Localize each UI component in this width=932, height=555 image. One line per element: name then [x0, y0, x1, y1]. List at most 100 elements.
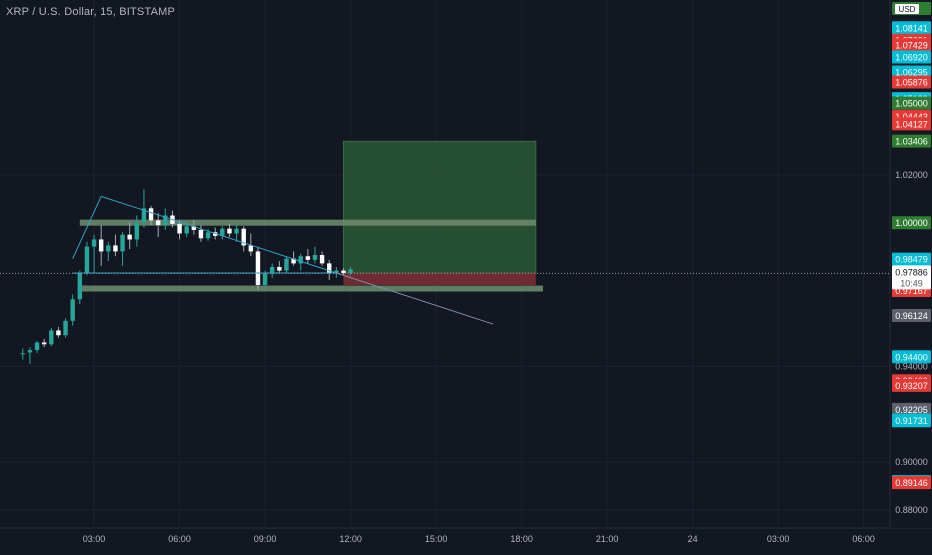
price-label[interactable]: 1.03406	[892, 134, 931, 148]
candle-body	[177, 223, 182, 234]
candle	[198, 225, 204, 242]
candle-body	[77, 272, 83, 300]
candle-body	[27, 350, 33, 353]
candle	[326, 259, 332, 281]
time-axis[interactable]: 03:00 06:00 09:00 12:00 15:00 18:00 21:00 24 03:…	[83, 534, 932, 544]
candle-body	[305, 256, 311, 260]
price-label-background	[892, 350, 931, 364]
candle-body	[184, 226, 189, 234]
candle-body	[113, 245, 118, 252]
price-label-background	[892, 216, 931, 230]
price-label[interactable]: 0.91731	[892, 414, 931, 428]
price-label-text: 0.97167	[895, 286, 928, 296]
price-label-text: 1.07429	[895, 40, 928, 50]
candle	[155, 213, 161, 238]
price-label[interactable]: 1.06295	[892, 65, 931, 79]
trendline[interactable]	[72, 196, 102, 259]
candle	[269, 263, 275, 278]
candle	[20, 348, 26, 360]
price-label-background	[892, 38, 931, 52]
candle	[84, 241, 90, 276]
price-label[interactable]: 1.04127	[892, 117, 931, 131]
price-label-text: 1.05876	[895, 77, 928, 87]
candle	[120, 232, 125, 266]
horizontal-zone[interactable]	[79, 285, 543, 292]
candle	[113, 234, 118, 257]
candle-body	[198, 229, 204, 239]
candle-body	[120, 234, 125, 252]
price-label-text: 0.91731	[895, 416, 928, 426]
price-label[interactable]: 1.00000	[892, 216, 931, 230]
stop-loss-zone[interactable]	[343, 272, 536, 285]
price-label-text: 1.06920	[895, 52, 928, 62]
price-label[interactable]: 0.89146	[892, 476, 931, 490]
candle	[77, 270, 83, 305]
candle-body	[141, 208, 147, 223]
price-label-text: 1.04443	[895, 112, 928, 122]
time-tick-label: 09:00	[254, 534, 277, 544]
price-label[interactable]: 0.92205	[892, 402, 931, 416]
price-label[interactable]: 1.07429	[892, 38, 931, 52]
candle	[305, 249, 311, 264]
horizontal-zone[interactable]	[79, 219, 536, 226]
price-label[interactable]: 1.05000	[892, 96, 931, 110]
time-tick-label: 03:00	[767, 534, 790, 544]
candle-body	[56, 330, 61, 336]
trendline[interactable]	[101, 195, 337, 274]
candle	[319, 251, 325, 266]
candle-body	[205, 232, 211, 239]
time-tick-label: 06:00	[168, 534, 191, 544]
price-label-background	[892, 96, 931, 110]
time-tick-label: 06:00	[852, 534, 875, 544]
candle-body	[106, 245, 111, 252]
price-label[interactable]: 1.05876	[892, 75, 931, 89]
price-label[interactable]: 1.08141	[892, 21, 931, 35]
time-tick-label: 24	[688, 534, 698, 544]
candle-body	[127, 234, 132, 240]
price-label[interactable]: 1.06920	[892, 50, 931, 64]
candle-body	[262, 272, 268, 285]
candle-body	[84, 246, 90, 273]
price-label-text: 0.89146	[895, 478, 928, 488]
candle	[98, 225, 104, 266]
candles	[20, 189, 353, 364]
trendline-extension[interactable]	[336, 272, 494, 325]
candle	[56, 326, 61, 338]
price-label-background	[892, 402, 931, 416]
bar-countdown: 10:49	[900, 278, 923, 288]
candle	[341, 268, 346, 276]
time-tick-label: 15:00	[425, 534, 448, 544]
candle-body	[312, 255, 318, 260]
price-label-background	[892, 21, 931, 35]
candle	[127, 222, 132, 250]
candle	[27, 347, 33, 364]
profit-target-zone[interactable]	[342, 140, 537, 274]
current-price-label-background	[892, 265, 931, 290]
price-label-text: 1.04127	[895, 119, 928, 129]
current-price-text: 0.97886	[895, 267, 928, 277]
price-axis[interactable]: 1.020000.940000.900000.880001.081411.076…	[891, 0, 932, 528]
price-label[interactable]: 0.98479	[892, 252, 931, 266]
candle-body	[248, 245, 254, 252]
price-label[interactable]: 0.96124	[892, 309, 931, 323]
price-label-background	[892, 50, 931, 64]
candle	[41, 338, 47, 348]
price-label[interactable]: 0.93207	[892, 378, 931, 392]
candle-body	[41, 342, 47, 345]
drawing-layer[interactable]	[79, 140, 543, 292]
candle-body	[63, 320, 68, 336]
candle-body	[220, 228, 225, 236]
currency-badge[interactable]: USD	[892, 2, 931, 15]
candle-body	[241, 228, 246, 246]
candle-body	[326, 263, 332, 273]
price-label-background	[892, 65, 931, 79]
candle-body	[91, 239, 97, 247]
price-label[interactable]: 0.94400	[892, 350, 931, 364]
candle-body	[277, 266, 282, 271]
candle	[148, 205, 154, 226]
candle	[70, 294, 75, 326]
candle-body	[319, 255, 325, 264]
